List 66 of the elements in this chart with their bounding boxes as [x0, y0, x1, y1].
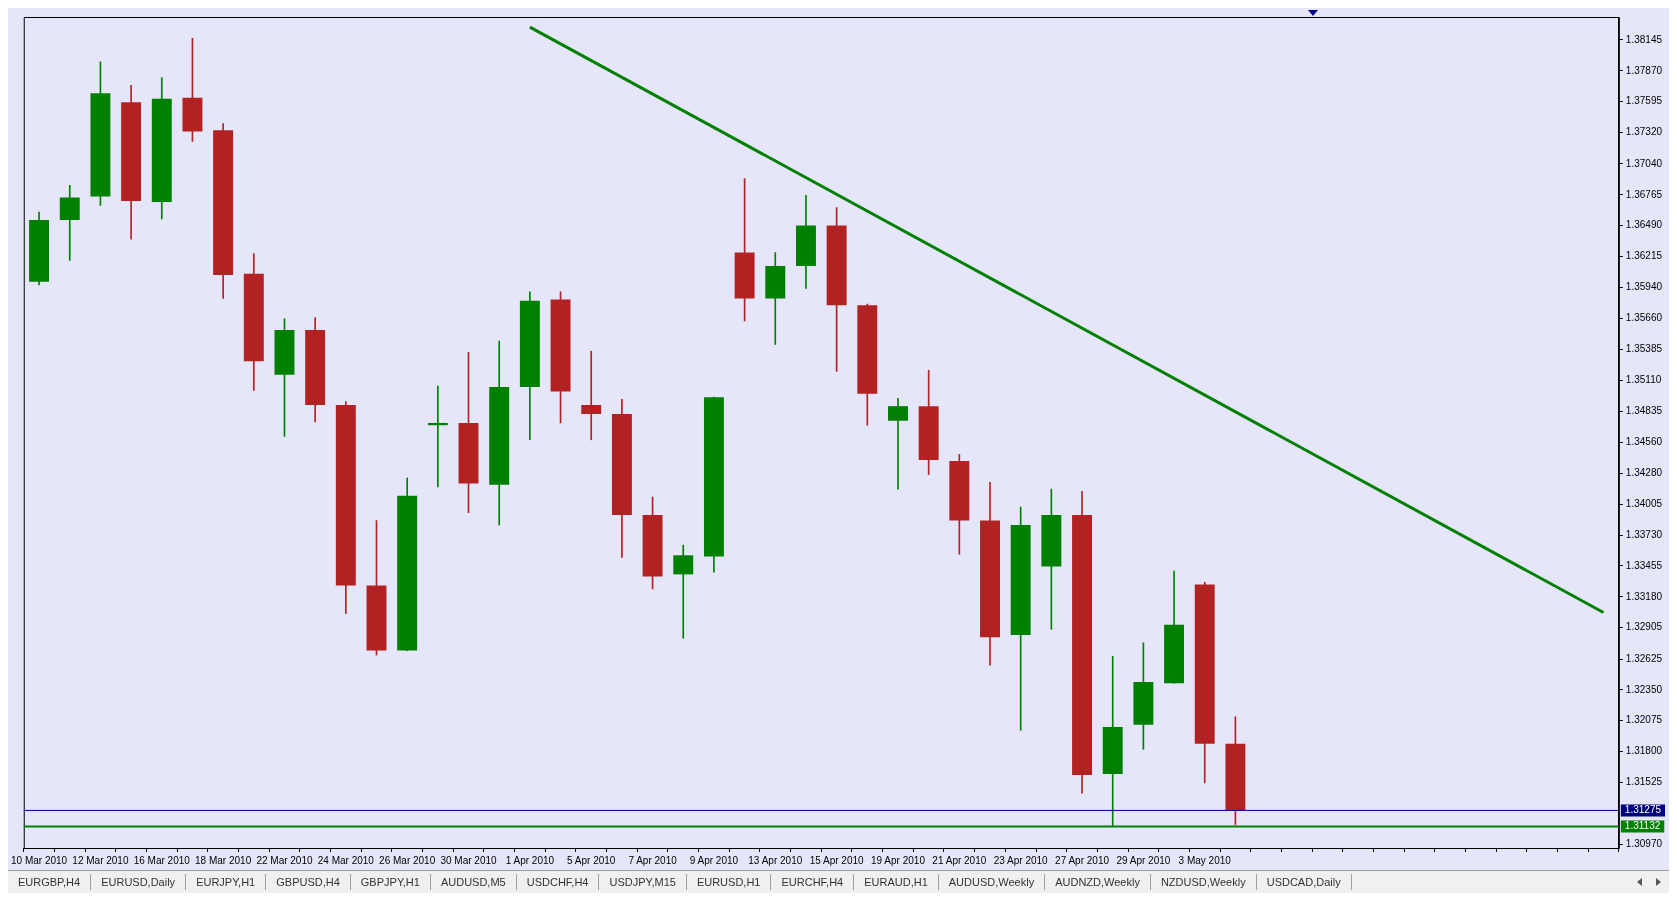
y-tick-label: 1.37595	[1625, 95, 1663, 107]
text: GBPUSD,H4	[266, 874, 351, 890]
y-tick-label: 1.33730	[1625, 528, 1663, 540]
y-tick-label: 1.36215	[1625, 250, 1663, 262]
y-tick-label: 1.38145	[1625, 33, 1663, 45]
x-tick-label: 16 Mar 2010	[133, 854, 191, 866]
text: EURGBP,H4	[8, 874, 92, 890]
x-tick-label: 24 Mar 2010	[317, 854, 375, 866]
candlestick	[581, 350, 602, 441]
ref-line-label: 1.31132	[1624, 820, 1661, 832]
y-tick-label: 1.35385	[1625, 343, 1663, 355]
x-tick-label: 10 Mar 2010	[11, 854, 68, 866]
y-tick-label: 1.35110	[1625, 374, 1662, 386]
x-tick-label: 1 Apr 2010	[505, 854, 555, 866]
x-tick-label: 9 Apr 2010	[689, 854, 739, 866]
x-tick-label: 27 Apr 2010	[1055, 854, 1110, 866]
y-tick-label: 1.33455	[1625, 559, 1663, 571]
text: USDJPY,M15	[599, 874, 687, 890]
y-tick-label: 1.31525	[1625, 776, 1663, 788]
x-tick-label: 21 Apr 2010	[932, 854, 987, 866]
text: AUDUSD,Weekly	[938, 874, 1046, 890]
y-tick-label: 1.32625	[1625, 652, 1663, 664]
y-tick-label: 1.36490	[1625, 219, 1663, 231]
y-tick-label: 1.37870	[1625, 64, 1663, 76]
text: NZDUSD,Weekly	[1150, 874, 1257, 890]
x-tick-label: 18 Mar 2010	[195, 854, 252, 866]
x-tick-label: 29 Apr 2010	[1116, 854, 1171, 866]
y-tick-label: 1.34560	[1625, 435, 1663, 447]
text: EURJPY,H1	[186, 874, 267, 890]
y-tick-label: 1.34005	[1625, 498, 1663, 510]
x-tick-label: 12 Mar 2010	[72, 854, 129, 866]
candlestick	[673, 544, 694, 639]
y-tick-label: 1.34280	[1625, 467, 1663, 479]
text: EURUSD,Daily	[91, 874, 187, 890]
x-tick-label: 3 May 2010	[1178, 854, 1232, 866]
text: EURUSD,H1	[686, 874, 772, 890]
y-tick-label: 1.35660	[1625, 312, 1663, 324]
y-tick-label: 1.32905	[1625, 621, 1663, 633]
text: AUDNZD,Weekly	[1045, 874, 1151, 890]
y-tick-label: 1.31800	[1625, 745, 1663, 757]
text: AUDUSD,M5	[430, 874, 517, 890]
x-tick-label: 23 Apr 2010	[993, 854, 1049, 866]
x-tick-label: 22 Mar 2010	[256, 854, 313, 866]
text: USDCHF,H4	[516, 874, 600, 890]
x-tick-label: 19 Apr 2010	[871, 854, 926, 866]
x-tick-label: 30 Mar 2010	[440, 854, 498, 866]
text: USDCAD,Daily	[1256, 874, 1352, 890]
text: EURCHF,H4	[771, 874, 855, 890]
candlestick	[888, 397, 908, 490]
y-tick-label: 1.34835	[1625, 404, 1663, 416]
y-tick-label: 1.32350	[1625, 683, 1663, 695]
y-tick-label: 1.37040	[1625, 157, 1663, 169]
y-tick-label: 1.37320	[1625, 126, 1663, 138]
x-tick-label: 5 Apr 2010	[567, 854, 616, 866]
x-tick-label: 13 Apr 2010	[748, 854, 803, 866]
x-tick-label: 26 Mar 2010	[379, 854, 436, 866]
y-tick-label: 1.35940	[1625, 281, 1663, 293]
y-tick-label: 1.30970	[1625, 838, 1663, 850]
text: GBPJPY,H1	[350, 874, 431, 890]
y-tick-label: 1.32075	[1625, 714, 1663, 726]
x-tick-label: 15 Apr 2010	[809, 854, 865, 866]
text: EURAUD,H1	[854, 874, 939, 890]
y-tick-label: 1.36765	[1625, 188, 1663, 200]
ref-line-label: 1.31275	[1624, 804, 1662, 816]
y-tick-label: 1.33180	[1625, 590, 1663, 602]
x-tick-label: 7 Apr 2010	[628, 854, 678, 866]
